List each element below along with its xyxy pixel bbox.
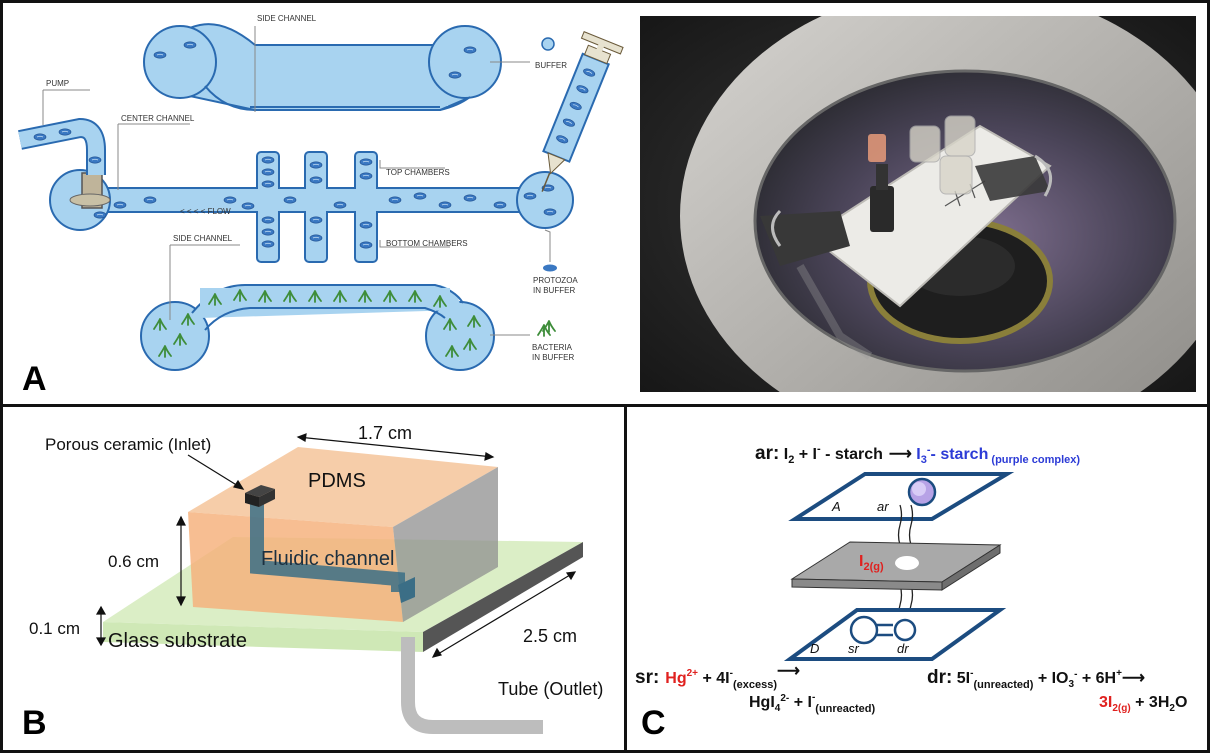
label-side-channel-top: SIDE CHANNEL [257,14,317,23]
pdms-top [188,447,498,527]
outlet-tube [401,637,543,734]
label-buffer: BUFFER [535,61,567,70]
label-protozoa-2: IN BUFFER [533,286,575,295]
reaction-diagram: ar: I2 + I- - starch ⟶ I3-- starch (purpl… [635,443,1187,715]
label-side-channel-bottom: SIDE CHANNEL [173,234,233,243]
microfluidic-schematic: SIDE CHANNEL BUFFER PUMP CENTER CHANNEL … [18,14,624,371]
plate-d: D sr dr [783,608,1007,661]
label-fluidic-channel: Fluidic channel [261,548,394,570]
membrane-hole [895,556,919,570]
syringe [541,31,624,192]
leader-lines [42,26,551,336]
panel-c: ar: I2 + I- - starch ⟶ I3-- starch (purpl… [627,407,1207,750]
dim-arrow-depth [432,571,576,658]
plate-d-channel [849,615,917,645]
glass-substrate-side [423,542,583,652]
label-glass: Glass substrate [108,630,247,652]
divider-vertical [624,404,627,753]
fluidic-channel [250,497,405,592]
plate-d-sr-label: sr [848,641,860,656]
pdms-side [393,467,498,622]
label-porous-ceramic: Porous ceramic (Inlet) [45,435,211,454]
panel-a-schematic: SIDE CHANNEL BUFFER PUMP CENTER CHANNEL … [0,0,628,406]
equation-dr-line1: dr: 5I-(unreacted) + IO3- + 6H+⟶ [927,667,1145,691]
pump-tube [18,117,106,175]
label-bacteria-1: BACTERIA [532,343,573,352]
device-3d-diagram: Porous ceramic (Inlet) 1.7 cm PDMS 0.6 c… [29,423,603,734]
buffer-icon [541,37,555,51]
equation-ar: ar: I2 + I- - starch ⟶ I3-- starch (purpl… [755,443,1080,466]
dim-arrow-width [297,436,494,458]
label-width: 1.7 cm [358,423,412,443]
label-depth: 2.5 cm [523,626,577,646]
glass-substrate-front [103,622,423,652]
membrane: I2(g) [790,541,1002,591]
plate-a-letter: A [831,499,841,514]
plate-a-spot-label: ar [877,499,889,514]
side-channel-bottom [140,284,495,371]
inlet-pointer [187,454,244,490]
panel-b: Porous ceramic (Inlet) 1.7 cm PDMS 0.6 c… [3,407,624,750]
panel-label-c: C [641,704,666,742]
panel-label-b: B [22,704,47,742]
label-thickness: 0.1 cm [29,619,80,638]
label-bacteria-2: IN BUFFER [532,353,574,362]
center-channel [49,151,574,263]
device-photo [640,16,1196,392]
label-pump: PUMP [46,79,69,88]
plate-d-letter: D [810,641,819,656]
panel-label-a: A [22,360,47,398]
plate-a: A ar [788,472,1015,521]
photo-illustration [640,16,1196,392]
divider-horizontal [0,404,1210,407]
label-protozoa-1: PROTOZOA [533,276,578,285]
porous-ceramic-inlet [245,493,259,507]
label-height: 0.6 cm [108,552,159,571]
label-bottom-chambers: BOTTOM CHAMBERS [386,239,468,248]
label-center-channel: CENTER CHANNEL [121,114,195,123]
equation-dr-line2: 3I2(g) + 3H2O [1099,694,1187,714]
membrane-species: I2(g) [859,553,884,573]
label-top-chambers: TOP CHAMBERS [386,168,450,177]
bacteria-icon [537,320,556,337]
side-channel-top [143,23,502,111]
label-tube: Tube (Outlet) [498,679,603,699]
label-pdms: PDMS [308,470,366,492]
plate-d-dr-label: dr [897,641,909,656]
equation-sr-line1: sr: Hg2+ + 4I-(excess)⟶ [635,663,800,691]
label-flow: < < < < FLOW [180,207,231,216]
equation-sr-line2: HgI42- + I-(unreacted) [749,692,876,715]
protozoa-icon [543,264,557,272]
